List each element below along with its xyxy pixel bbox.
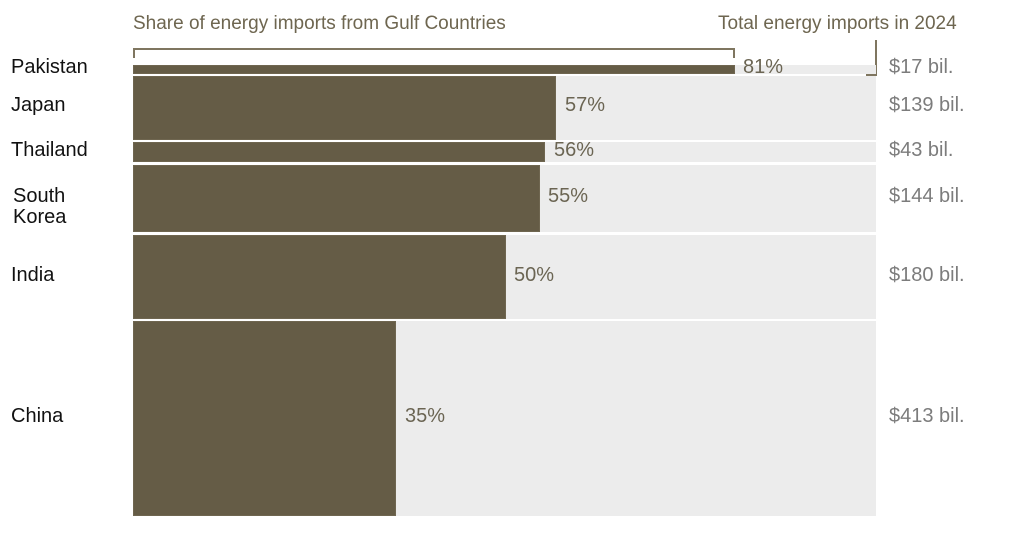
share-value: 81% <box>743 56 784 78</box>
total-value: $17 bil. <box>889 56 954 78</box>
share-value: 50% <box>514 264 555 286</box>
country-label: Thailand <box>11 139 88 161</box>
share-bar <box>133 76 556 140</box>
total-value: $144 bil. <box>889 185 965 207</box>
share-bar <box>133 142 545 162</box>
bar-track <box>133 65 876 74</box>
row-thailand <box>0 142 1024 162</box>
total-value: $180 bil. <box>889 264 965 286</box>
share-value: 55% <box>548 185 589 207</box>
row-south-korea <box>0 165 1024 232</box>
row-japan <box>0 76 1024 140</box>
bar-track <box>133 165 876 232</box>
row-india <box>0 235 1024 319</box>
total-value: $139 bil. <box>889 94 965 116</box>
share-bar <box>133 321 396 516</box>
share-value: 57% <box>565 94 606 116</box>
row-china <box>0 321 1024 516</box>
bar-track <box>133 142 876 162</box>
total-bracket-tick-bottom <box>866 74 876 76</box>
country-label: Pakistan <box>11 56 88 78</box>
country-label-line2: Korea <box>13 206 67 228</box>
share-bar <box>133 65 735 74</box>
total-value: $413 bil. <box>889 405 965 427</box>
total-value: $43 bil. <box>889 139 954 161</box>
share-value: 56% <box>554 139 595 161</box>
country-label: South <box>13 185 66 207</box>
share-bar <box>133 235 506 319</box>
share-value: 35% <box>405 405 446 427</box>
country-label: India <box>11 264 55 286</box>
bar-track <box>133 321 876 516</box>
bar-track <box>133 235 876 319</box>
row-pakistan <box>0 65 1024 74</box>
share-bracket <box>133 48 735 58</box>
total-axis-label: Total energy imports in 2024 <box>718 13 957 34</box>
country-label: China <box>11 405 64 427</box>
bar-track <box>133 76 876 140</box>
total-bracket <box>875 40 877 76</box>
share-bar <box>133 165 540 232</box>
country-label: Japan <box>11 94 66 116</box>
share-axis-label: Share of energy imports from Gulf Countr… <box>133 13 506 34</box>
